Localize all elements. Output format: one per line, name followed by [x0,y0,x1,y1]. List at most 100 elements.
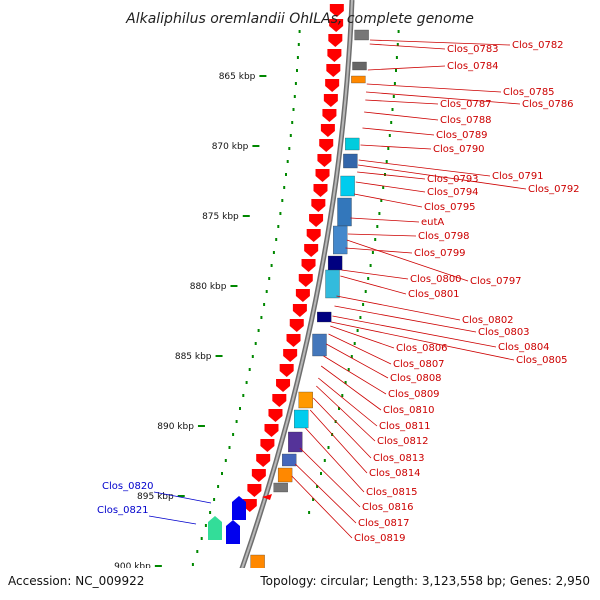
outer-guide-dot [235,420,238,423]
gene-block [317,311,332,323]
gene-label-leader [357,164,527,190]
gene-label: Clos_0816 [362,502,414,513]
forward-gene-arrow [327,49,342,62]
gene-block [327,255,343,271]
inner-guide-dot [367,277,370,280]
outer-guide-dot [277,225,280,228]
kbp-tick-mark [252,145,260,147]
kbp-tick-mark [177,495,185,497]
inner-guide-dot [364,290,367,293]
gene-label-leader [365,99,439,105]
outer-guide-dot [213,498,216,501]
forward-gene-arrow [325,79,340,92]
outer-guide-dot [292,108,295,111]
inner-guide-dot [347,368,350,371]
gene-label-leader [291,475,353,539]
gene-label-leader [345,247,413,254]
gene-label: Clos_0788 [440,115,492,126]
gene-label: Clos_0800 [410,274,462,285]
gene-label-leader [153,491,212,504]
kbp-tick-label: 880 kbp [190,282,227,292]
gene-label-leader [358,159,491,177]
gene-label: Clos_0801 [408,289,460,300]
small-forward-arrow [262,494,272,500]
kbp-tick-mark [215,355,223,357]
gene-label: Clos_0794 [427,187,479,198]
kbp-tick-label: 900 kbp [114,562,151,572]
outer-guide-dot [242,394,245,397]
gene-block [298,391,313,409]
gene-label-leader [369,39,511,46]
gene-label-leader [350,217,420,223]
inner-guide-dot [312,498,315,501]
outer-guide-dot [275,238,278,241]
reverse-gene-arrow [208,516,222,540]
forward-gene-arrow [251,469,266,482]
outer-guide-dot [217,485,220,488]
inner-guide-dot [376,225,379,228]
kbp-tick-label: 875 kbp [202,212,239,222]
inner-guide-dot [382,186,385,189]
kbp-tick-label: 890 kbp [157,422,194,432]
inner-guide-dot [338,407,340,410]
inner-guide-dot [387,147,390,150]
forward-gene-arrow [309,214,324,227]
gene-label: Clos_0791 [492,171,544,182]
gene-label-leader [148,515,197,525]
inner-guide-dot [395,69,397,72]
gene-label: Clos_0809 [388,389,440,400]
forward-gene-arrow [279,364,294,377]
outer-guide-dot [224,459,227,462]
gene-label-leader [357,171,426,180]
outer-guide-dot [228,446,231,449]
gene-label: Clos_0795 [424,202,476,213]
inner-guide-dot [323,459,326,462]
inner-guide-dot [374,238,377,241]
gene-label-leader [305,427,365,493]
inner-guide-dot [350,355,353,358]
inner-guide-dot [369,264,372,267]
gene-block [294,409,309,429]
outer-guide-dot [289,134,292,137]
kbp-tick-mark [230,285,238,287]
kbp-tick-mark [242,215,250,217]
outer-guide-dot [232,433,235,436]
accession-text: Accession: NC_009922 [8,574,144,588]
forward-gene-arrow [256,454,271,467]
gene-label: Clos_0792 [528,184,580,195]
forward-gene-arrow [306,229,321,242]
outer-guide-dot [191,563,194,566]
outer-guide-dot [270,264,273,267]
inner-guide-dot [359,316,362,319]
outer-guide-dot [260,316,263,319]
inner-guide-dot [397,30,400,33]
forward-gene-arrow [317,154,332,167]
gene-label-leader [316,385,376,442]
gene-block [288,431,303,453]
inner-guide-dot [316,485,319,488]
gene-label-leader [369,43,446,50]
gene-block [333,225,348,255]
inner-guide-dot [393,82,396,85]
kbp-scale: 865 kbp 870 kbp 875 kbp 880 kbp 885 kbp 890 k… [114,72,267,572]
gene-label-leader [328,333,392,365]
forward-gene-arrow [320,124,335,137]
gene-label: Clos_0807 [393,359,445,370]
outer-guide-dot [204,524,207,527]
outer-guide-dot [285,173,287,176]
gene-label: Clos_0793 [427,174,479,185]
gene-label: Clos_0790 [433,144,485,155]
inner-guide-dot [320,472,322,475]
forward-gene-arrow [319,139,334,152]
outer-guide-dot [254,342,257,345]
gene-label-leader [309,409,368,474]
outer-guide-dot [257,329,260,332]
gene-label: Clos_0814 [369,468,421,479]
gene-block [282,453,297,467]
forward-gene-arrow [329,4,344,17]
reverse-gene-arrow [232,496,246,520]
inner-guide-dot [362,303,365,306]
inner-guide-dot [392,95,395,98]
inner-guide-dot [371,251,374,254]
